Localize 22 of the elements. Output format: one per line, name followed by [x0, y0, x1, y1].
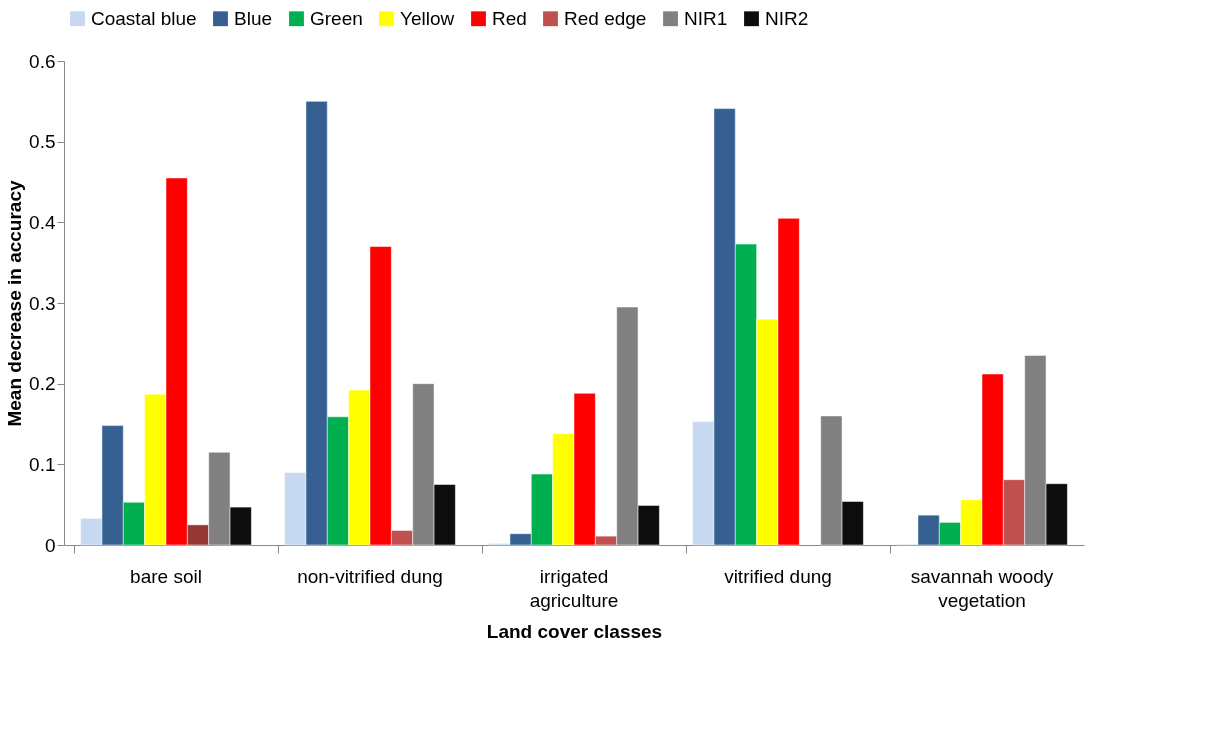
y-axis-title: Mean decrease in accuracy [4, 180, 26, 427]
x-tick-label: bare soil [130, 565, 202, 587]
legend-label: NIR2 [765, 7, 809, 29]
legend-label: Green [310, 7, 363, 29]
x-tick-label: savannah woody vegetation [910, 565, 1054, 611]
x-axis-title: Land cover classes [486, 620, 663, 642]
legend-label: NIR1 [684, 7, 728, 29]
legend-label: Red [492, 7, 527, 29]
legend-label: Yellow [400, 7, 455, 29]
y-tick-label: 0.6 [29, 50, 56, 72]
y-tick-label: 0.3 [29, 292, 56, 314]
x-tick-label: irrigated agriculture [529, 565, 619, 611]
legend-label: Blue [234, 7, 273, 29]
y-tick-label: 0.5 [29, 131, 56, 153]
y-tick-label: 0.4 [29, 211, 56, 233]
y-tick-label: 0 [44, 534, 56, 556]
legend-label: Red edge [564, 7, 647, 29]
legend-label: Coastal blue [91, 7, 197, 29]
x-tick-label: non-vitrified dung [297, 565, 443, 587]
y-tick-label: 0.2 [29, 373, 56, 395]
y-tick-label: 0.1 [29, 453, 56, 475]
x-tick-label: vitrified dung [724, 565, 832, 587]
